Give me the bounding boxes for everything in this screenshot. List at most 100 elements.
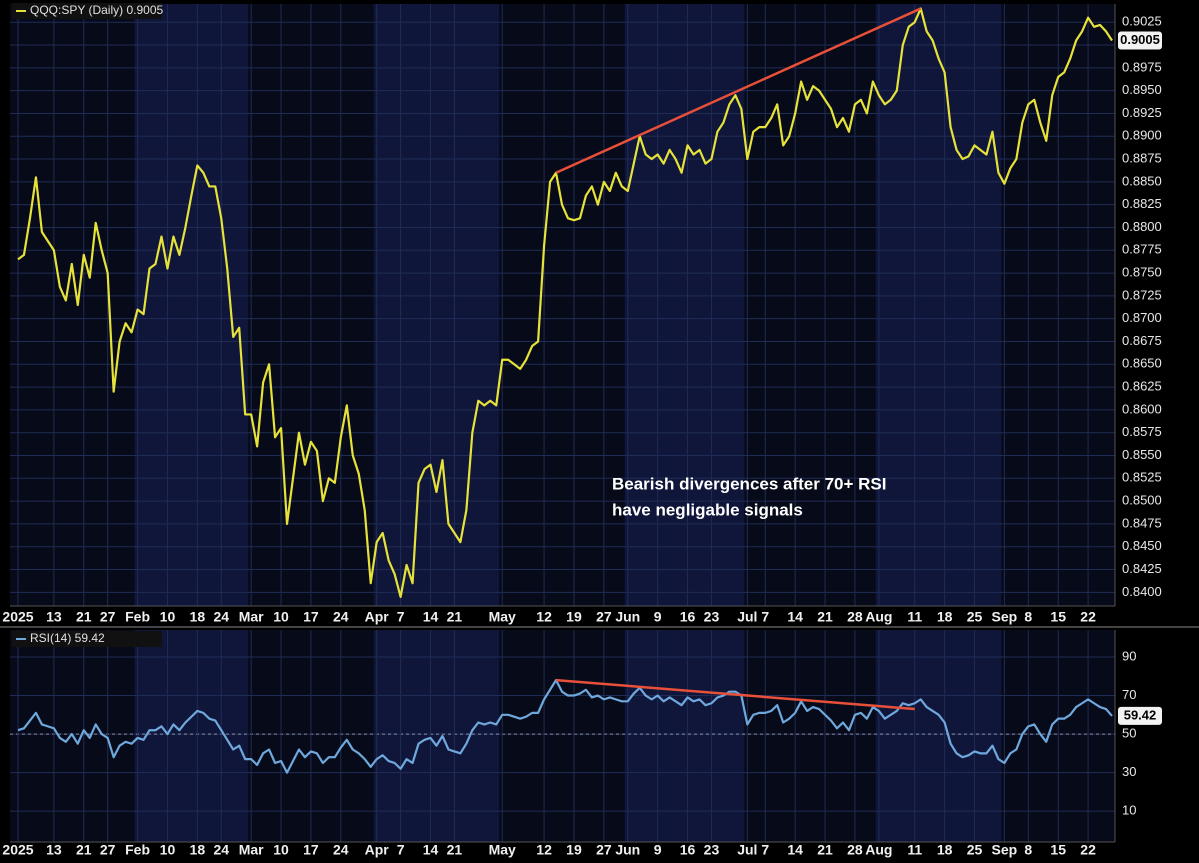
series-line bbox=[17, 679, 1113, 774]
x-tick-label: 7 bbox=[397, 609, 405, 625]
x-tick-label: 14 bbox=[423, 842, 439, 858]
x-tick-label: 28 bbox=[847, 609, 863, 625]
y-tick-label: 0.8925 bbox=[1122, 105, 1162, 120]
legend-bg bbox=[12, 631, 162, 647]
x-tick-label: 10 bbox=[160, 609, 176, 625]
x-tick-label: 7 bbox=[761, 842, 769, 858]
y-tick-label: 0.8825 bbox=[1122, 196, 1162, 211]
y-tick-label: 0.8725 bbox=[1122, 287, 1162, 302]
x-tick-label: 25 bbox=[967, 842, 983, 858]
legend-label: QQQ:SPY (Daily) 0.9005 bbox=[30, 3, 163, 17]
x-tick-label: 16 bbox=[680, 842, 696, 858]
y-tick-label: 0.8675 bbox=[1122, 333, 1162, 348]
month-band bbox=[134, 4, 249, 606]
x-tick-label: 21 bbox=[447, 842, 463, 858]
y-tick-label: 0.8500 bbox=[1122, 493, 1162, 508]
x-tick-label: 17 bbox=[303, 609, 319, 625]
y-tick-label: 0.8650 bbox=[1122, 356, 1162, 371]
x-tick-label: 18 bbox=[190, 842, 206, 858]
month-band bbox=[875, 4, 1002, 606]
y-tick-label: 0.8875 bbox=[1122, 150, 1162, 165]
x-tick-label: 10 bbox=[160, 842, 176, 858]
x-tick-label: 2025 bbox=[2, 842, 33, 858]
x-tick-label: Sep bbox=[992, 609, 1018, 625]
y-tick-label: 0.8450 bbox=[1122, 538, 1162, 553]
x-tick-label: 11 bbox=[907, 609, 922, 625]
x-tick-label: 28 bbox=[847, 842, 863, 858]
x-tick-label: 14 bbox=[787, 609, 803, 625]
x-tick-label: Jul bbox=[737, 842, 757, 858]
annotation: Bearish divergences after 70+ RSI bbox=[612, 474, 887, 493]
trend-line bbox=[555, 7, 922, 174]
x-tick-label: 27 bbox=[596, 609, 612, 625]
x-tick-label: 24 bbox=[213, 842, 229, 858]
y-tick-label: 70 bbox=[1122, 687, 1136, 702]
x-tick-label: 21 bbox=[76, 842, 92, 858]
x-tick-label: 17 bbox=[303, 842, 319, 858]
x-tick-label: 9 bbox=[654, 842, 662, 858]
series-line bbox=[17, 7, 1113, 598]
x-tick-label: 27 bbox=[100, 842, 116, 858]
x-tick-label: 12 bbox=[536, 609, 552, 625]
month-band bbox=[875, 630, 1002, 842]
month-band bbox=[134, 630, 249, 842]
y-tick-label: 0.8775 bbox=[1122, 242, 1162, 257]
x-tick-label: Mar bbox=[239, 609, 264, 625]
x-tick-label: 23 bbox=[704, 609, 720, 625]
y-tick-label: 0.8850 bbox=[1122, 173, 1162, 188]
y-tick-label: 50 bbox=[1122, 726, 1136, 741]
x-tick-label: Mar bbox=[239, 842, 264, 858]
month-band bbox=[624, 630, 745, 842]
month-band bbox=[373, 4, 500, 606]
x-tick-label: 21 bbox=[447, 609, 463, 625]
y-tick-label: 0.9025 bbox=[1122, 14, 1162, 29]
x-tick-label: 18 bbox=[937, 842, 953, 858]
y-tick-label: 0.8475 bbox=[1122, 515, 1162, 530]
y-tick-label: 0.8525 bbox=[1122, 470, 1162, 485]
x-tick-label: Jul bbox=[737, 609, 757, 625]
x-tick-label: 19 bbox=[566, 842, 582, 858]
x-tick-label: 25 bbox=[967, 609, 983, 625]
x-tick-label: 2025 bbox=[2, 609, 33, 625]
x-tick-label: 13 bbox=[46, 842, 62, 858]
y-tick-label: 0.8575 bbox=[1122, 424, 1162, 439]
x-tick-label: Aug bbox=[865, 609, 892, 625]
x-tick-label: May bbox=[489, 842, 516, 858]
x-tick-label: 9 bbox=[654, 609, 662, 625]
y-tick-label: 0.8800 bbox=[1122, 219, 1162, 234]
x-tick-label: 16 bbox=[680, 609, 696, 625]
x-tick-label: Jun bbox=[615, 842, 640, 858]
x-tick-label: Apr bbox=[365, 842, 390, 858]
x-tick-label: May bbox=[489, 609, 516, 625]
y-tick-label: 90 bbox=[1122, 648, 1136, 663]
x-tick-label: 13 bbox=[46, 609, 62, 625]
x-tick-label: Aug bbox=[865, 842, 892, 858]
x-tick-label: 10 bbox=[273, 842, 289, 858]
x-tick-label: 24 bbox=[213, 609, 229, 625]
x-tick-label: 23 bbox=[704, 842, 720, 858]
y-tick-label: 0.8600 bbox=[1122, 401, 1162, 416]
y-tick-label: 0.8750 bbox=[1122, 265, 1162, 280]
month-band bbox=[624, 4, 745, 606]
x-tick-label: 19 bbox=[566, 609, 582, 625]
x-tick-label: 18 bbox=[190, 609, 206, 625]
y-tick-label: 10 bbox=[1122, 803, 1136, 818]
y-tick-label: 0.8625 bbox=[1122, 379, 1162, 394]
x-tick-label: 8 bbox=[1024, 842, 1032, 858]
x-tick-label: 27 bbox=[100, 609, 116, 625]
x-tick-label: 15 bbox=[1050, 609, 1066, 625]
x-tick-label: 15 bbox=[1050, 842, 1066, 858]
y-tick-label: 30 bbox=[1122, 764, 1136, 779]
x-tick-label: Feb bbox=[125, 609, 150, 625]
last-value-label: 59.42 bbox=[1124, 707, 1157, 722]
x-tick-label: 7 bbox=[397, 842, 405, 858]
y-tick-label: 0.8550 bbox=[1122, 447, 1162, 462]
y-tick-label: 0.8400 bbox=[1122, 584, 1162, 599]
y-tick-label: 0.8700 bbox=[1122, 310, 1162, 325]
x-tick-label: 27 bbox=[596, 842, 612, 858]
x-tick-label: 11 bbox=[907, 842, 922, 858]
legend-label: RSI(14) 59.42 bbox=[30, 631, 105, 645]
last-value-badge bbox=[1118, 706, 1162, 725]
